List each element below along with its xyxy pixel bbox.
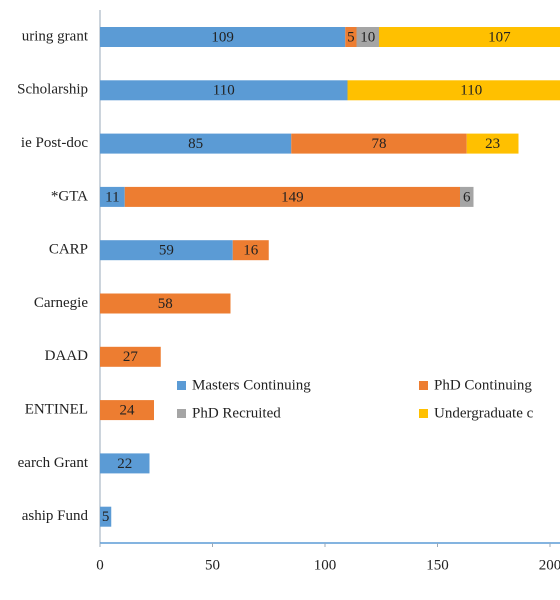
data-label: 110 bbox=[213, 83, 235, 99]
x-tick-label: 150 bbox=[426, 557, 449, 573]
data-label: 11 bbox=[105, 189, 119, 205]
x-tick-label: 200 bbox=[539, 557, 560, 573]
data-label: 59 bbox=[159, 243, 174, 259]
y-tick-label: ENTINEL bbox=[25, 402, 88, 418]
bar-segment bbox=[100, 400, 154, 421]
legend-label: Masters Continuing bbox=[192, 377, 311, 393]
data-label: 85 bbox=[188, 136, 203, 152]
bar-segment bbox=[100, 346, 161, 367]
y-tick-label: uring grant bbox=[22, 28, 89, 44]
bar-segment bbox=[100, 186, 125, 207]
data-label: 16 bbox=[243, 243, 259, 259]
legend-label: Undergraduate c bbox=[434, 405, 534, 421]
legend-marker bbox=[177, 381, 186, 390]
data-label: 107 bbox=[488, 29, 511, 45]
x-tick-label: 100 bbox=[314, 557, 337, 573]
bar-segment bbox=[100, 506, 112, 527]
bar-segment bbox=[100, 293, 231, 314]
bar-segment bbox=[100, 453, 150, 474]
bar-segment bbox=[291, 133, 467, 154]
bar-segment bbox=[466, 133, 519, 154]
x-tick-label: 50 bbox=[205, 557, 220, 573]
bar-segment bbox=[232, 240, 269, 261]
legend-marker bbox=[177, 409, 186, 418]
bar-segment bbox=[100, 133, 292, 154]
data-label: 27 bbox=[123, 349, 139, 365]
bar-segment bbox=[100, 27, 346, 47]
y-tick-label: aship Fund bbox=[22, 508, 89, 524]
data-label: 5 bbox=[347, 29, 355, 45]
data-label: 6 bbox=[463, 189, 471, 205]
bar-segment bbox=[345, 27, 357, 47]
legend-label: PhD Recruited bbox=[192, 405, 281, 421]
data-label: 22 bbox=[117, 456, 132, 472]
bar-segment bbox=[379, 27, 560, 47]
bar-segment bbox=[100, 80, 348, 101]
data-label: 24 bbox=[120, 403, 136, 419]
y-tick-label: CARP bbox=[49, 242, 88, 258]
legend-label: PhD Continuing bbox=[434, 377, 532, 393]
data-label: 149 bbox=[281, 189, 304, 205]
bar-segment bbox=[124, 186, 460, 207]
y-tick-label: *GTA bbox=[51, 188, 88, 204]
data-label: 109 bbox=[211, 29, 234, 45]
bar-segment bbox=[347, 80, 560, 101]
bar-segment bbox=[356, 27, 379, 47]
x-tick-label: 0 bbox=[96, 557, 104, 573]
data-label: 110 bbox=[460, 83, 482, 99]
y-tick-label: Carnegie bbox=[34, 295, 88, 311]
y-tick-label: Scholarship bbox=[17, 82, 88, 98]
data-label: 5 bbox=[102, 509, 110, 525]
bar-segment bbox=[100, 240, 233, 261]
y-tick-label: ie Post-doc bbox=[21, 135, 88, 151]
y-tick-label: DAAD bbox=[45, 348, 88, 364]
y-tick-label: earch Grant bbox=[18, 455, 89, 471]
data-label: 58 bbox=[158, 296, 173, 312]
legend-marker bbox=[419, 381, 428, 390]
legend-marker bbox=[419, 409, 428, 418]
data-label: 23 bbox=[485, 136, 500, 152]
bar-segment bbox=[460, 186, 474, 207]
data-label: 10 bbox=[360, 29, 375, 45]
data-label: 78 bbox=[372, 136, 387, 152]
